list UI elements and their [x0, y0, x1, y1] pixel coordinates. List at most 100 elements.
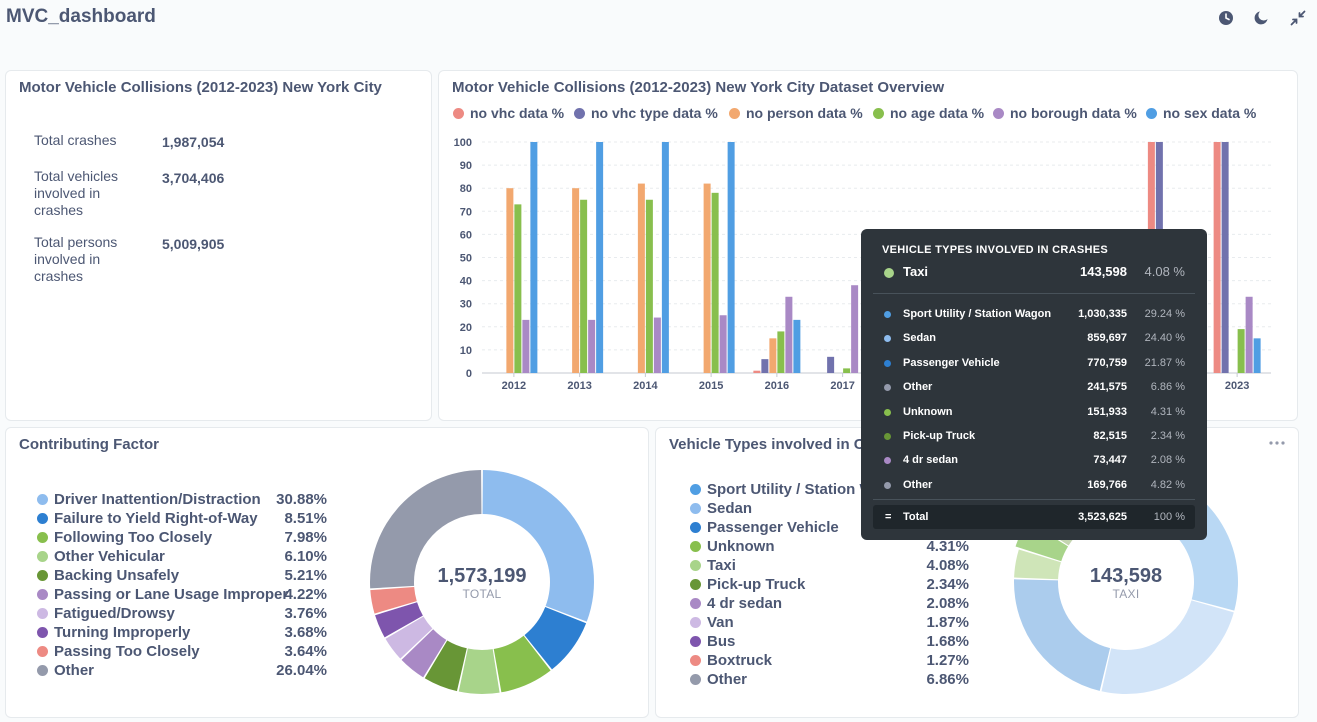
bar-2016-series-3[interactable]: [777, 331, 785, 373]
factor-legend-pct: 3.68%: [284, 624, 327, 641]
bar-2013-series-4[interactable]: [588, 319, 596, 373]
factor-legend-pct: 3.64%: [284, 643, 327, 660]
y-tick-label: 60: [460, 229, 472, 241]
dashboard-title: MVC_dashboard: [6, 6, 156, 27]
y-tick-label: 40: [460, 276, 472, 288]
vehicle-slice-3[interactable]: [1014, 549, 1061, 580]
factor-card-title[interactable]: Contributing Factor: [19, 436, 159, 453]
bar-2012-series-2[interactable]: [506, 188, 514, 373]
factor-slice-4[interactable]: [424, 640, 467, 692]
tooltip-total-symbol: =: [885, 511, 892, 523]
factor-slice-7[interactable]: [375, 602, 423, 638]
tooltip-row-pct: 29.24 %: [1144, 308, 1185, 320]
bar-2015-series-2[interactable]: [703, 183, 711, 373]
bar-2023-series-1[interactable]: [1221, 142, 1229, 373]
bar-2014-series-2[interactable]: [637, 183, 645, 373]
bar-2014-series-4[interactable]: [653, 317, 661, 373]
factor-center-label: TOTAL: [462, 587, 502, 601]
bar-2015-series-4[interactable]: [719, 315, 727, 373]
bar-2012-series-3[interactable]: [514, 204, 522, 373]
legend-dot: [873, 108, 884, 119]
factor-legend-pct: 30.88%: [276, 491, 327, 508]
tooltip-highlight-name: Taxi: [903, 264, 929, 279]
vehicle-legend-pct: 6.86%: [926, 671, 969, 688]
tooltip-row: Other 241,575 6.86 %: [861, 378, 1207, 398]
tooltip-row-value: 151,933: [1087, 405, 1127, 418]
bar-2023-series-3[interactable]: [1237, 329, 1245, 373]
vehicle-slice-1[interactable]: [1101, 600, 1234, 694]
bar-2016-series-5[interactable]: [793, 319, 801, 373]
bar-2017-series-4[interactable]: [851, 285, 859, 373]
bar-2023-series-5[interactable]: [1253, 338, 1261, 373]
vehicle-slice-2[interactable]: [1014, 579, 1111, 691]
collapse-icon[interactable]: [1290, 10, 1306, 26]
tooltip-row: Other 169,766 4.82 %: [861, 476, 1207, 496]
moon-icon[interactable]: [1253, 10, 1269, 26]
tooltip-row-value: 1,030,335: [1078, 308, 1127, 320]
factor-legend-label: Other: [54, 662, 95, 679]
bar-2015-series-3[interactable]: [711, 192, 719, 373]
bar-2016-series-0[interactable]: [753, 370, 761, 373]
factor-legend-label: Following Too Closely: [54, 529, 213, 546]
bar-legend-item: no vhc type data %: [574, 105, 718, 121]
bar-2016-series-1[interactable]: [761, 359, 769, 373]
bar-2016-series-4[interactable]: [785, 296, 793, 373]
bar-2017-series-3[interactable]: [843, 368, 851, 373]
bar-2012-series-5[interactable]: [530, 142, 538, 373]
tooltip-row-value: 859,697: [1087, 332, 1127, 345]
overview-card-title[interactable]: Motor Vehicle Collisions (2012-2023) New…: [452, 79, 945, 96]
factor-legend-item: Other Vehicular: [37, 547, 165, 566]
bar-2023-series-0[interactable]: [1213, 142, 1221, 373]
vehicle-legend-pct: 1.68%: [926, 633, 969, 650]
bar-2013-series-2[interactable]: [572, 188, 580, 373]
factor-slice-0[interactable]: [482, 470, 595, 622]
factor-slice-2[interactable]: [493, 635, 551, 693]
x-tick-label: 2014: [633, 380, 658, 392]
legend-dot: [37, 513, 48, 524]
factor-slice-6[interactable]: [385, 616, 433, 659]
tooltip-row-dot: [884, 384, 891, 392]
bar-2016-series-2[interactable]: [769, 338, 777, 373]
y-tick-label: 50: [460, 253, 472, 265]
bar-2013-series-3[interactable]: [580, 199, 588, 373]
factor-center-value: 1,573,199: [437, 565, 527, 587]
factor-slice-8[interactable]: [370, 586, 417, 614]
bar-2012-series-4[interactable]: [522, 319, 530, 373]
vehicle-legend-pct: 2.08%: [926, 595, 969, 612]
legend-dot: [690, 579, 701, 590]
factor-slice-5[interactable]: [401, 629, 447, 678]
tooltip-highlight-value: 143,598: [1080, 264, 1127, 279]
bar-2017-series-1[interactable]: [827, 356, 835, 373]
x-tick-label: 2016: [765, 380, 789, 392]
legend-dot: [574, 108, 585, 119]
factor-slice-1[interactable]: [524, 607, 587, 670]
vehicle-legend-pct: 1.27%: [926, 652, 969, 669]
bar-2014-series-5[interactable]: [661, 142, 669, 373]
bar-2014-series-3[interactable]: [645, 199, 653, 373]
factor-slice-9[interactable]: [370, 470, 482, 589]
ellipsis-icon[interactable]: [1268, 440, 1286, 446]
legend-dot: [690, 674, 701, 685]
vehicle-legend-label: Sedan: [707, 500, 753, 517]
factor-legend-pct: 8.51%: [284, 510, 327, 527]
bar-2013-series-5[interactable]: [596, 142, 604, 373]
legend-dot: [453, 108, 464, 119]
summary-card-title[interactable]: Motor Vehicle Collisions (2012-2023) New…: [19, 79, 382, 96]
tooltip-row: 4 dr sedan 73,447 2.08 %: [861, 451, 1207, 471]
bar-2015-series-5[interactable]: [727, 142, 735, 373]
bar-2023-series-4[interactable]: [1245, 296, 1253, 373]
tooltip-row-pct: 6.86 %: [1150, 381, 1185, 394]
legend-dot: [690, 636, 701, 647]
tooltip-row-dot: [884, 481, 891, 489]
clock-icon[interactable]: [1218, 10, 1234, 26]
x-tick-label: 2013: [567, 380, 591, 392]
vehicle-legend-pct: 4.08%: [926, 557, 969, 574]
legend-label: no vhc data %: [470, 105, 565, 121]
legend-dot: [690, 484, 701, 495]
y-tick-label: 70: [460, 206, 472, 218]
vehicle-legend-label: Taxi: [707, 557, 736, 574]
vehicle-card-title[interactable]: Vehicle Types involved in Cra: [669, 436, 879, 453]
factor-legend-item: Driver Inattention/Distraction: [37, 490, 261, 509]
factor-slice-3[interactable]: [458, 648, 500, 694]
legend-dot: [690, 541, 701, 552]
